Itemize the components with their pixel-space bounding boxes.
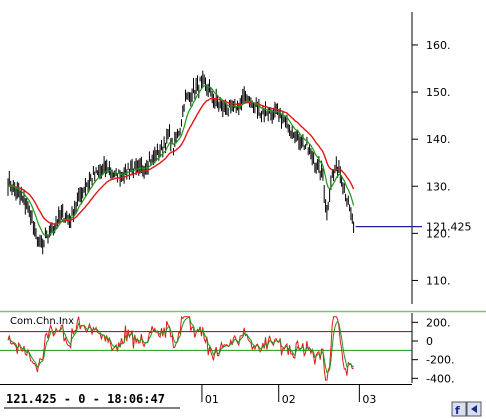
indicator-tick-label: -200. <box>426 354 454 367</box>
date-tick-label: 01 <box>205 393 219 406</box>
indicator-axis-ticks: 200. 0 -200. -400. <box>412 316 454 385</box>
date-tick-label: 03 <box>362 393 376 406</box>
indicator-tick-label: -400. <box>426 372 454 385</box>
moving-average-slow <box>7 97 355 225</box>
chart-toolbar: f <box>451 401 482 417</box>
indicator-tick-label: 200. <box>426 316 451 329</box>
price-panel: 160. 150. 140. 130. 120. 110. 121.425 <box>7 12 472 304</box>
last-price-label: 121.425 <box>426 221 472 234</box>
price-axis-ticks: 160. 150. 140. 130. 120. 110. <box>412 39 451 287</box>
date-axis-labels: 01 02 03 <box>201 385 376 406</box>
cci-series <box>7 315 354 381</box>
price-tick-label: 120. <box>426 227 451 240</box>
price-bars <box>7 70 355 255</box>
cci-signal-series <box>7 316 354 374</box>
cci-line <box>7 315 354 381</box>
price-tick-label: 150. <box>426 86 451 99</box>
toolbar-button-font[interactable] <box>451 401 467 417</box>
status-readout: 121.425 - 0 - 18:06:47 <box>6 392 165 406</box>
moving-average-fast <box>7 84 355 236</box>
price-tick-label: 160. <box>426 39 451 52</box>
price-series <box>7 70 355 255</box>
price-tick-label: 130. <box>426 180 451 193</box>
date-axis: 01 02 03 <box>0 384 412 406</box>
price-tick-label: 110. <box>426 274 451 287</box>
indicator-panel: Com.Chn.Inx 200. 0 -200. -400. <box>0 313 454 385</box>
ma-slow-line <box>7 97 355 225</box>
cci-signal-line <box>7 316 354 374</box>
arrow-left-icon <box>471 405 477 413</box>
ma-fast-line <box>7 84 355 236</box>
indicator-title: Com.Chn.Inx <box>10 316 74 327</box>
font-icon: f <box>455 404 460 417</box>
date-tick-label: 02 <box>282 393 296 406</box>
price-tick-label: 140. <box>426 133 451 146</box>
indicator-tick-label: 0 <box>426 335 433 348</box>
